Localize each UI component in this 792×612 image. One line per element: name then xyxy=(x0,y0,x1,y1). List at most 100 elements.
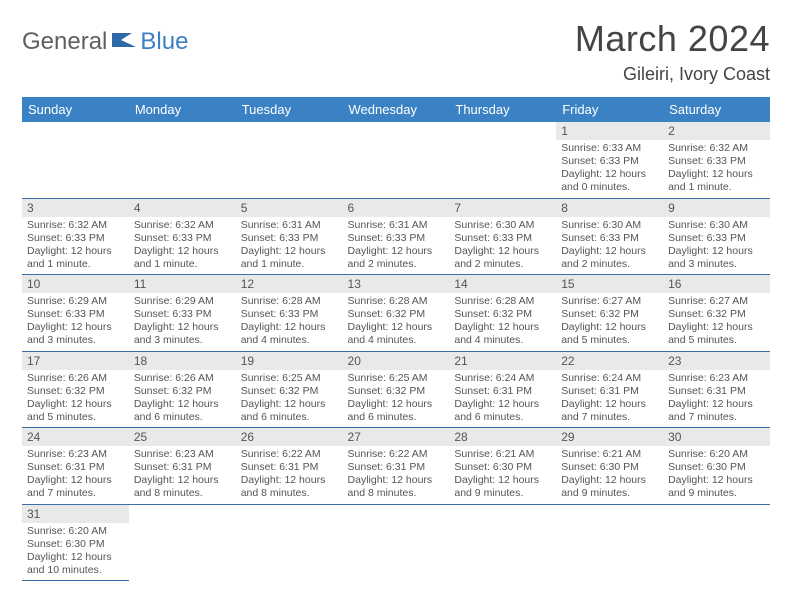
day-details: Sunrise: 6:30 AMSunset: 6:33 PMDaylight:… xyxy=(449,217,556,275)
day-number: 17 xyxy=(22,352,129,370)
day-details: Sunrise: 6:31 AMSunset: 6:33 PMDaylight:… xyxy=(343,217,450,275)
sunrise-text: Sunrise: 6:29 AM xyxy=(134,295,231,308)
sunset-text: Sunset: 6:32 PM xyxy=(241,385,338,398)
calendar-day-cell xyxy=(449,504,556,581)
calendar-day-cell: 1Sunrise: 6:33 AMSunset: 6:33 PMDaylight… xyxy=(556,122,663,198)
header: General Blue March 2024 Gileiri, Ivory C… xyxy=(22,18,770,85)
calendar-day-cell: 15Sunrise: 6:27 AMSunset: 6:32 PMDayligh… xyxy=(556,275,663,352)
sunrise-text: Sunrise: 6:25 AM xyxy=(241,372,338,385)
day-details: Sunrise: 6:24 AMSunset: 6:31 PMDaylight:… xyxy=(556,370,663,428)
day-details: Sunrise: 6:22 AMSunset: 6:31 PMDaylight:… xyxy=(236,446,343,504)
sunset-text: Sunset: 6:32 PM xyxy=(27,385,124,398)
day-number: 31 xyxy=(22,505,129,523)
sunrise-text: Sunrise: 6:32 AM xyxy=(27,219,124,232)
day-number: 26 xyxy=(236,428,343,446)
daylight-text: Daylight: 12 hours and 5 minutes. xyxy=(561,321,658,347)
sunset-text: Sunset: 6:33 PM xyxy=(134,232,231,245)
calendar-day-cell: 6Sunrise: 6:31 AMSunset: 6:33 PMDaylight… xyxy=(343,198,450,275)
weekday-header: Friday xyxy=(556,97,663,122)
sunrise-text: Sunrise: 6:26 AM xyxy=(134,372,231,385)
day-details: Sunrise: 6:25 AMSunset: 6:32 PMDaylight:… xyxy=(236,370,343,428)
sunset-text: Sunset: 6:31 PM xyxy=(27,461,124,474)
day-number: 22 xyxy=(556,352,663,370)
daylight-text: Daylight: 12 hours and 8 minutes. xyxy=(134,474,231,500)
daylight-text: Daylight: 12 hours and 6 minutes. xyxy=(241,398,338,424)
daylight-text: Daylight: 12 hours and 2 minutes. xyxy=(454,245,551,271)
daylight-text: Daylight: 12 hours and 8 minutes. xyxy=(241,474,338,500)
day-details: Sunrise: 6:21 AMSunset: 6:30 PMDaylight:… xyxy=(556,446,663,504)
sunset-text: Sunset: 6:33 PM xyxy=(241,308,338,321)
weekday-header-row: Sunday Monday Tuesday Wednesday Thursday… xyxy=(22,97,770,122)
sunrise-text: Sunrise: 6:30 AM xyxy=(668,219,765,232)
sunset-text: Sunset: 6:33 PM xyxy=(668,155,765,168)
sunrise-text: Sunrise: 6:29 AM xyxy=(27,295,124,308)
sunrise-text: Sunrise: 6:31 AM xyxy=(348,219,445,232)
day-details: Sunrise: 6:21 AMSunset: 6:30 PMDaylight:… xyxy=(449,446,556,504)
calendar-day-cell: 14Sunrise: 6:28 AMSunset: 6:32 PMDayligh… xyxy=(449,275,556,352)
calendar-day-cell: 12Sunrise: 6:28 AMSunset: 6:33 PMDayligh… xyxy=(236,275,343,352)
calendar-day-cell: 23Sunrise: 6:23 AMSunset: 6:31 PMDayligh… xyxy=(663,351,770,428)
day-number: 10 xyxy=(22,275,129,293)
calendar-day-cell: 22Sunrise: 6:24 AMSunset: 6:31 PMDayligh… xyxy=(556,351,663,428)
daylight-text: Daylight: 12 hours and 3 minutes. xyxy=(134,321,231,347)
daylight-text: Daylight: 12 hours and 6 minutes. xyxy=(454,398,551,424)
day-details: Sunrise: 6:23 AMSunset: 6:31 PMDaylight:… xyxy=(22,446,129,504)
calendar-day-cell: 13Sunrise: 6:28 AMSunset: 6:32 PMDayligh… xyxy=(343,275,450,352)
daylight-text: Daylight: 12 hours and 1 minute. xyxy=(27,245,124,271)
sunset-text: Sunset: 6:30 PM xyxy=(27,538,124,551)
sunrise-text: Sunrise: 6:24 AM xyxy=(454,372,551,385)
day-details: Sunrise: 6:26 AMSunset: 6:32 PMDaylight:… xyxy=(129,370,236,428)
daylight-text: Daylight: 12 hours and 5 minutes. xyxy=(668,321,765,347)
day-number: 27 xyxy=(343,428,450,446)
sunset-text: Sunset: 6:31 PM xyxy=(134,461,231,474)
sunrise-text: Sunrise: 6:21 AM xyxy=(454,448,551,461)
sunrise-text: Sunrise: 6:23 AM xyxy=(668,372,765,385)
day-number: 13 xyxy=(343,275,450,293)
calendar-day-cell xyxy=(22,122,129,198)
day-number: 20 xyxy=(343,352,450,370)
day-details: Sunrise: 6:29 AMSunset: 6:33 PMDaylight:… xyxy=(22,293,129,351)
day-number: 30 xyxy=(663,428,770,446)
day-details: Sunrise: 6:28 AMSunset: 6:32 PMDaylight:… xyxy=(449,293,556,351)
calendar-week-row: 10Sunrise: 6:29 AMSunset: 6:33 PMDayligh… xyxy=(22,275,770,352)
daylight-text: Daylight: 12 hours and 6 minutes. xyxy=(134,398,231,424)
day-number: 24 xyxy=(22,428,129,446)
daylight-text: Daylight: 12 hours and 10 minutes. xyxy=(27,551,124,577)
day-number: 8 xyxy=(556,199,663,217)
sunset-text: Sunset: 6:33 PM xyxy=(134,308,231,321)
sunset-text: Sunset: 6:30 PM xyxy=(561,461,658,474)
sunset-text: Sunset: 6:33 PM xyxy=(561,155,658,168)
sunrise-text: Sunrise: 6:28 AM xyxy=(454,295,551,308)
day-number: 23 xyxy=(663,352,770,370)
sunrise-text: Sunrise: 6:21 AM xyxy=(561,448,658,461)
calendar-day-cell xyxy=(343,122,450,198)
daylight-text: Daylight: 12 hours and 8 minutes. xyxy=(348,474,445,500)
sunrise-text: Sunrise: 6:23 AM xyxy=(27,448,124,461)
daylight-text: Daylight: 12 hours and 7 minutes. xyxy=(27,474,124,500)
daylight-text: Daylight: 12 hours and 1 minute. xyxy=(241,245,338,271)
sunrise-text: Sunrise: 6:23 AM xyxy=(134,448,231,461)
sunset-text: Sunset: 6:31 PM xyxy=(561,385,658,398)
sunset-text: Sunset: 6:32 PM xyxy=(134,385,231,398)
weekday-header: Saturday xyxy=(663,97,770,122)
calendar-day-cell: 27Sunrise: 6:22 AMSunset: 6:31 PMDayligh… xyxy=(343,428,450,505)
day-number: 6 xyxy=(343,199,450,217)
daylight-text: Daylight: 12 hours and 9 minutes. xyxy=(668,474,765,500)
daylight-text: Daylight: 12 hours and 1 minute. xyxy=(668,168,765,194)
sunset-text: Sunset: 6:31 PM xyxy=(348,461,445,474)
calendar-day-cell: 9Sunrise: 6:30 AMSunset: 6:33 PMDaylight… xyxy=(663,198,770,275)
daylight-text: Daylight: 12 hours and 7 minutes. xyxy=(561,398,658,424)
location: Gileiri, Ivory Coast xyxy=(575,64,770,85)
sunrise-text: Sunrise: 6:32 AM xyxy=(668,142,765,155)
daylight-text: Daylight: 12 hours and 4 minutes. xyxy=(241,321,338,347)
sunrise-text: Sunrise: 6:26 AM xyxy=(27,372,124,385)
sunset-text: Sunset: 6:31 PM xyxy=(454,385,551,398)
calendar-day-cell: 24Sunrise: 6:23 AMSunset: 6:31 PMDayligh… xyxy=(22,428,129,505)
sunrise-text: Sunrise: 6:27 AM xyxy=(668,295,765,308)
day-number: 2 xyxy=(663,122,770,140)
sunrise-text: Sunrise: 6:24 AM xyxy=(561,372,658,385)
calendar-week-row: 1Sunrise: 6:33 AMSunset: 6:33 PMDaylight… xyxy=(22,122,770,198)
calendar-week-row: 31 Sunrise: 6:20 AMSunset: 6:30 PMDayligh… xyxy=(22,504,770,581)
sunrise-text: Sunrise: 6:20 AM xyxy=(27,525,124,538)
sunset-text: Sunset: 6:31 PM xyxy=(668,385,765,398)
